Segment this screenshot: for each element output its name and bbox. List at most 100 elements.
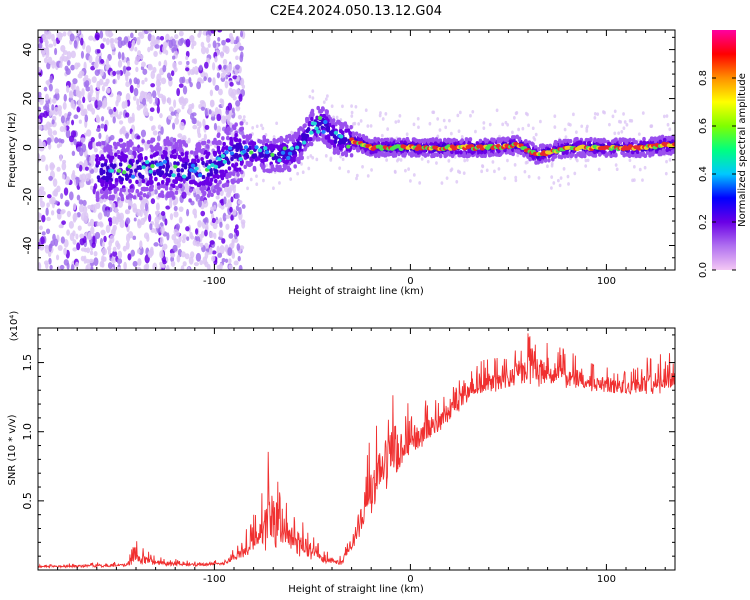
spectrogram-speckle: [339, 154, 343, 159]
spectrogram-point: [340, 151, 345, 157]
spectrogram-point: [580, 152, 585, 157]
spectrogram-ridge-point: [222, 159, 227, 164]
spectrogram-point: [523, 139, 528, 144]
spectrogram-point: [348, 131, 352, 136]
spectrogram-speckle: [72, 213, 78, 222]
spectrogram-speckle: [149, 107, 155, 113]
spectrogram-point: [216, 132, 221, 137]
spectrogram-point: [209, 171, 213, 177]
spectrogram-speckle: [239, 79, 245, 86]
spectrogram-ridge-point: [194, 166, 199, 171]
spectrogram-point: [231, 163, 235, 168]
y-tick-label: 0.5: [21, 492, 34, 510]
spectrogram-speckle: [217, 30, 223, 33]
spectrogram-speckle: [162, 259, 167, 265]
spectrogram-speckle: [97, 100, 103, 108]
spectrogram-speckle: [160, 226, 165, 235]
spectrogram-speckle: [203, 76, 207, 82]
spectrogram-point: [164, 150, 168, 156]
spectrogram-point: [324, 138, 329, 144]
spectrogram-speckle: [131, 131, 135, 140]
spectrogram-point: [325, 110, 329, 116]
spectrogram-speckle: [517, 127, 521, 132]
spectrogram-point: [200, 141, 205, 146]
spectrogram-speckle: [440, 181, 444, 185]
spectrogram-speckle: [185, 55, 189, 61]
spectrogram-point: [213, 170, 218, 175]
spectrogram-speckle: [79, 233, 85, 239]
spectrogram-speckle: [341, 157, 345, 162]
spectrogram-speckle: [665, 159, 668, 164]
spectrogram-speckle: [101, 255, 105, 264]
spectrogram-speckle: [76, 146, 82, 153]
spectrogram-speckle: [227, 102, 233, 111]
spectrogram-speckle: [53, 188, 59, 197]
spectrogram-point: [407, 151, 412, 156]
spectrogram-point: [190, 179, 194, 185]
spectrogram-speckle: [226, 188, 232, 197]
spectrogram-speckle: [162, 44, 167, 54]
spectrogram-point: [478, 138, 483, 144]
spectrogram-point: [129, 185, 134, 190]
spectrogram-speckle: [72, 230, 76, 237]
spectrogram-point: [158, 193, 163, 198]
spectrogram-speckle: [199, 100, 205, 105]
spectrogram-speckle: [98, 198, 104, 204]
spectrogram-point: [312, 135, 317, 140]
spectrogram-point: [230, 156, 234, 162]
spectrogram-point: [485, 138, 490, 144]
spectrogram-speckle: [96, 221, 101, 227]
spectrogram-speckle: [558, 183, 562, 188]
spectrogram-y-label: Frequency (Hz): [7, 112, 18, 188]
spectrogram-speckle: [617, 131, 621, 135]
spectrogram-speckle: [418, 181, 422, 185]
spectrogram-speckle: [386, 127, 390, 131]
spectrogram-speckle: [150, 198, 156, 205]
spectrogram-point: [118, 162, 123, 167]
spectrogram-speckle: [87, 140, 93, 150]
spectrogram-speckle: [199, 260, 204, 266]
spectrogram-speckle: [230, 214, 234, 221]
spectrogram-point: [166, 191, 170, 196]
spectrogram-point: [120, 177, 124, 182]
spectrogram-point: [331, 118, 336, 123]
spectrogram-speckle: [140, 129, 147, 138]
spectrogram-speckle: [170, 38, 176, 47]
spectrogram-speckle: [603, 110, 606, 115]
spectrogram-point: [110, 196, 115, 201]
spectrogram-speckle: [426, 159, 430, 164]
spectrogram-speckle: [239, 30, 244, 38]
spectrogram-speckle: [506, 122, 510, 127]
spectrogram-speckle: [63, 124, 67, 133]
spectrogram-speckle: [186, 236, 190, 241]
spectrogram-speckle: [322, 100, 326, 104]
spectrogram-point: [630, 150, 635, 155]
spectrogram-point: [467, 140, 472, 145]
spectrogram-speckle: [216, 72, 221, 79]
spectrogram-speckle: [364, 108, 368, 113]
spectrogram-speckle: [75, 233, 79, 240]
spectrogram-speckle: [198, 64, 203, 71]
spectrogram-point: [212, 188, 217, 194]
spectrogram-speckle: [191, 43, 195, 50]
snr-panel: -100 0 100 0.5 1.0 1.5 Height of straight li…: [7, 311, 676, 595]
spectrogram-speckle: [514, 178, 518, 183]
spectrogram-speckle: [70, 64, 75, 71]
spectrogram-point: [525, 142, 529, 148]
spectrogram-point: [181, 163, 185, 168]
spectrogram-speckle: [51, 97, 57, 104]
spectrogram-point: [559, 155, 564, 160]
spectrogram-point: [191, 158, 195, 163]
spectrogram-point: [158, 165, 163, 170]
spectrogram-ridge-point: [150, 164, 155, 169]
spectrogram-speckle: [407, 167, 410, 171]
spectrogram-ridge-point: [189, 168, 194, 173]
spectrogram-speckle: [95, 116, 101, 124]
spectrogram-point: [310, 116, 314, 122]
spectrogram-point: [634, 140, 638, 145]
spectrogram-point: [297, 127, 301, 133]
spectrogram-speckle: [611, 114, 615, 119]
spectrogram-point: [391, 152, 396, 157]
spectrogram-speckle: [125, 66, 132, 71]
x-tick-label: 100: [597, 276, 616, 287]
